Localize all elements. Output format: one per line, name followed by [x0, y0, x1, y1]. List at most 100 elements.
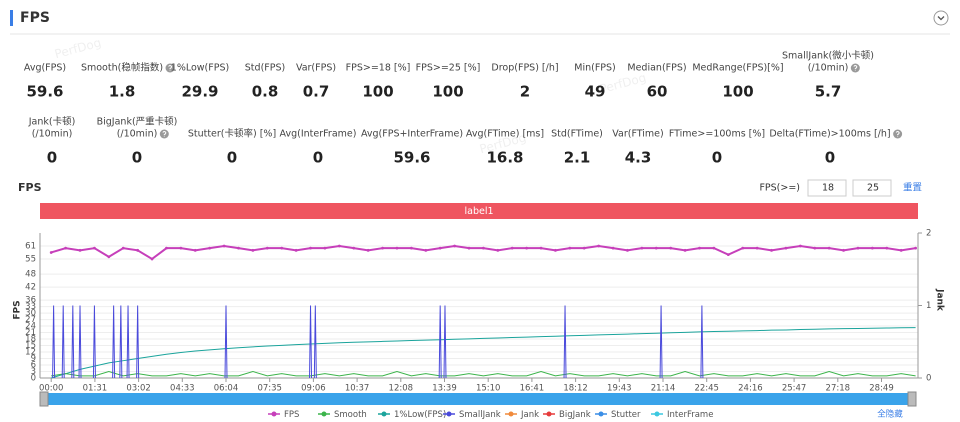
fps-point — [626, 248, 629, 252]
fps-point — [323, 246, 327, 250]
x-tick-label: 03:02 — [126, 384, 151, 394]
threshold-input[interactable] — [852, 179, 892, 197]
threshold-input[interactable] — [807, 179, 847, 197]
y-tick-label: 18 — [25, 335, 36, 345]
fps-point — [366, 248, 370, 252]
stat-value: 59.6 — [26, 83, 63, 101]
jank-spike — [112, 305, 116, 379]
x-tick-label: 19:43 — [607, 384, 632, 394]
stat-value: 0 — [47, 149, 57, 167]
fps-point — [280, 246, 284, 250]
y-tick-label: 0 — [31, 374, 36, 384]
legend-label: SmallJank — [459, 410, 501, 420]
x-tick-label: 28:49 — [869, 384, 894, 394]
jank-spike — [78, 305, 82, 379]
stat-value: 100 — [432, 83, 463, 101]
x-tick-label: 13:39 — [432, 384, 457, 394]
threshold-value: 18 — [822, 183, 834, 194]
stat-value: 2 — [520, 83, 530, 101]
stat-label: Jank(卡顿) — [28, 116, 76, 128]
y2-tick-label: 1 — [926, 301, 931, 311]
fps-point — [237, 246, 240, 250]
y-tick-label: 21 — [25, 328, 36, 338]
stat-label: Median(FPS) — [627, 63, 686, 74]
help-glyph — [853, 65, 858, 71]
fps-point — [798, 244, 802, 248]
scroll-range[interactable] — [44, 393, 912, 405]
legend-dot — [508, 411, 514, 417]
stat-value: 29.9 — [181, 83, 218, 101]
fps-point — [165, 246, 168, 250]
jank-spike — [563, 305, 567, 379]
band-label: label1 — [464, 206, 493, 217]
fps-point — [899, 248, 903, 252]
fps-point — [107, 255, 111, 259]
fps-point — [525, 246, 529, 250]
stat-value: 4.3 — [625, 149, 652, 167]
stat-label: (/10min) — [117, 129, 158, 140]
stat-value: 0 — [227, 149, 237, 167]
stat-value: 0.7 — [303, 83, 330, 101]
scroll-handle[interactable] — [39, 391, 49, 407]
fps-point — [741, 246, 745, 250]
fps-point — [136, 248, 140, 252]
stat-label: Avg(FPS+InterFrame) — [361, 129, 463, 140]
legend-label: BigJank — [559, 410, 591, 420]
scroll-handle[interactable] — [907, 391, 917, 407]
stat-label: Std(FPS) — [245, 63, 285, 74]
fps-point — [309, 246, 312, 250]
stat-label: Drop(FPS) [/h] — [491, 63, 558, 74]
fps-point — [554, 248, 557, 252]
stat-label: 1%Low(FPS) — [171, 63, 229, 74]
y-tick-label: 48 — [25, 270, 36, 280]
fps-point — [294, 248, 298, 252]
x-tick-label: 22:45 — [694, 384, 719, 394]
fps-point — [265, 246, 269, 250]
fps-point — [539, 246, 543, 250]
stat-value: 0.8 — [252, 83, 279, 101]
fps-point — [885, 246, 889, 250]
stat-value: 60 — [647, 83, 668, 101]
fps-point — [467, 246, 471, 250]
x-tick-label: 18:12 — [563, 384, 588, 394]
stat-label: Stutter(卡顿率) [%] — [188, 128, 276, 140]
x-tick-label: 00:00 — [39, 384, 64, 394]
legend-label: Jank — [520, 410, 539, 420]
stat-label: Smooth(稳帧指数) — [81, 62, 163, 74]
x-tick-label: 12:08 — [389, 384, 414, 394]
fps-point — [510, 246, 514, 250]
stat-value: 100 — [722, 83, 753, 101]
fps-point — [654, 246, 658, 250]
jank-spike — [438, 305, 442, 379]
chart-title: FPS — [18, 181, 42, 194]
x-tick-label: 07:35 — [257, 384, 282, 394]
help-glyph — [168, 65, 173, 71]
x-tick-label: 21:14 — [651, 384, 676, 394]
stat-label: MedRange(FPS)[%] — [692, 63, 783, 74]
stat-value: 59.6 — [393, 149, 430, 167]
x-tick-label: 01:31 — [83, 384, 108, 394]
reset-link[interactable]: 重置 — [903, 182, 922, 194]
watermark: PerfDog — [598, 70, 648, 96]
y-tick-label: 33 — [25, 302, 36, 312]
stat-value: 2.1 — [564, 149, 591, 167]
fps-point — [870, 246, 874, 250]
fps-point — [827, 246, 831, 250]
jank-spike — [92, 305, 96, 379]
y-tick-label: 9 — [31, 354, 36, 364]
y-tick-label: 42 — [25, 283, 36, 293]
series-line — [51, 327, 916, 379]
x-tick-label: 25:47 — [782, 384, 807, 394]
stat-value: 100 — [362, 83, 393, 101]
collapse-button[interactable] — [933, 10, 949, 26]
y-tick-label: 55 — [25, 254, 36, 264]
series-line — [51, 370, 916, 377]
stat-label: FPS>=25 [%] — [416, 63, 481, 74]
stat-label: Avg(InterFrame) — [280, 129, 357, 140]
y-tick-label: 12 — [25, 348, 36, 358]
hide-all-link[interactable]: 全隐藏 — [877, 409, 903, 420]
jank-spike — [224, 305, 228, 379]
fps-point — [438, 246, 442, 250]
fps-point — [208, 246, 212, 250]
